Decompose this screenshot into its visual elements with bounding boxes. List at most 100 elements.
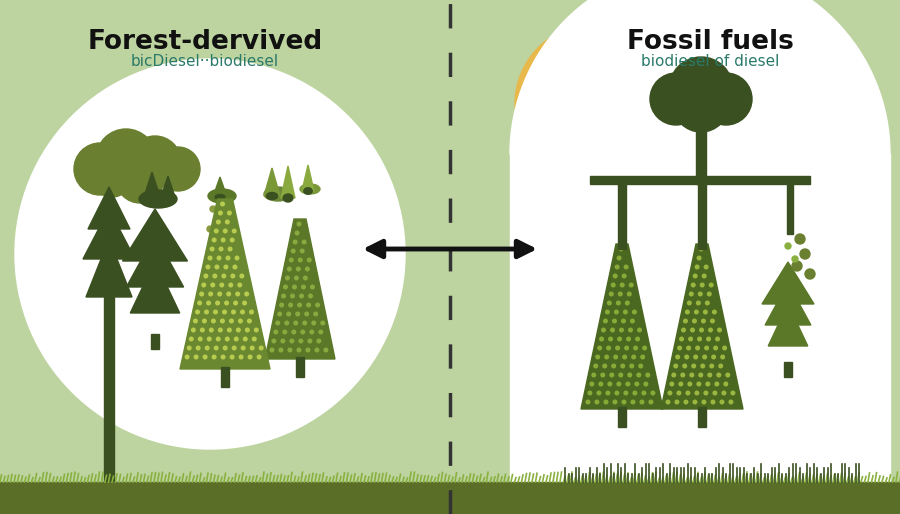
Bar [104,297,114,482]
Circle shape [713,310,716,314]
Circle shape [231,310,235,314]
Circle shape [204,310,208,314]
Circle shape [630,364,634,368]
Circle shape [297,348,301,352]
Circle shape [635,382,639,386]
Ellipse shape [139,190,177,208]
Circle shape [250,346,254,350]
Circle shape [711,400,715,404]
Text: Forest-dervived: Forest-dervived [87,29,322,55]
Circle shape [679,382,682,386]
Polygon shape [265,219,335,359]
Text: bicDiesel··biodiesel: bicDiesel··biodiesel [130,54,279,69]
Circle shape [296,312,300,316]
Circle shape [284,285,287,289]
Circle shape [613,400,617,404]
Circle shape [684,319,688,323]
Circle shape [712,355,716,359]
Circle shape [270,348,274,352]
Circle shape [785,243,791,249]
Circle shape [683,364,687,368]
Circle shape [229,247,232,251]
FancyArrowPatch shape [368,241,532,257]
Circle shape [688,337,692,341]
Circle shape [680,337,683,341]
Circle shape [598,346,601,350]
Circle shape [626,337,630,341]
Circle shape [204,274,208,278]
Circle shape [792,256,798,262]
Bar [618,179,626,249]
Circle shape [693,319,697,323]
Circle shape [202,319,206,323]
Circle shape [206,265,210,269]
Circle shape [643,346,646,350]
Circle shape [795,234,805,244]
Circle shape [624,391,627,395]
Circle shape [703,355,706,359]
Ellipse shape [146,196,158,204]
Circle shape [96,129,156,189]
Circle shape [214,346,218,350]
Polygon shape [88,187,130,229]
Ellipse shape [300,184,320,194]
Circle shape [305,312,309,316]
Circle shape [615,310,618,314]
Circle shape [289,303,293,307]
Circle shape [255,328,258,332]
Circle shape [596,355,599,359]
Circle shape [210,328,213,332]
Circle shape [677,391,680,395]
Circle shape [624,310,627,314]
Circle shape [701,364,705,368]
Circle shape [276,321,280,325]
Circle shape [220,202,224,206]
Circle shape [634,346,637,350]
Circle shape [681,373,685,377]
Circle shape [285,276,289,280]
Circle shape [294,321,298,325]
Bar [787,179,793,234]
Circle shape [595,400,598,404]
Circle shape [217,216,223,222]
Circle shape [721,355,725,359]
Circle shape [219,328,222,332]
Circle shape [229,283,232,287]
Circle shape [252,337,256,341]
Circle shape [196,346,200,350]
Circle shape [302,285,305,289]
Circle shape [295,231,299,235]
Circle shape [629,283,633,287]
Bar [696,124,706,184]
Circle shape [674,364,678,368]
Circle shape [301,249,304,253]
Circle shape [228,211,231,215]
Circle shape [312,321,316,325]
Circle shape [617,337,621,341]
Circle shape [189,337,194,341]
Circle shape [699,373,703,377]
Circle shape [299,339,302,343]
Circle shape [632,355,635,359]
Circle shape [635,337,639,341]
Circle shape [626,301,629,305]
Bar [618,407,626,427]
Polygon shape [281,166,295,198]
Circle shape [129,136,181,188]
Circle shape [293,240,297,244]
Ellipse shape [208,189,236,203]
Circle shape [234,337,238,341]
Circle shape [684,400,688,404]
Circle shape [693,274,697,278]
Ellipse shape [215,194,225,199]
Polygon shape [160,176,176,200]
Circle shape [606,310,609,314]
Circle shape [620,283,624,287]
Circle shape [232,346,236,350]
Polygon shape [264,168,280,196]
Circle shape [633,310,636,314]
Circle shape [249,310,253,314]
Circle shape [291,294,294,298]
Ellipse shape [284,194,292,202]
Circle shape [272,339,275,343]
